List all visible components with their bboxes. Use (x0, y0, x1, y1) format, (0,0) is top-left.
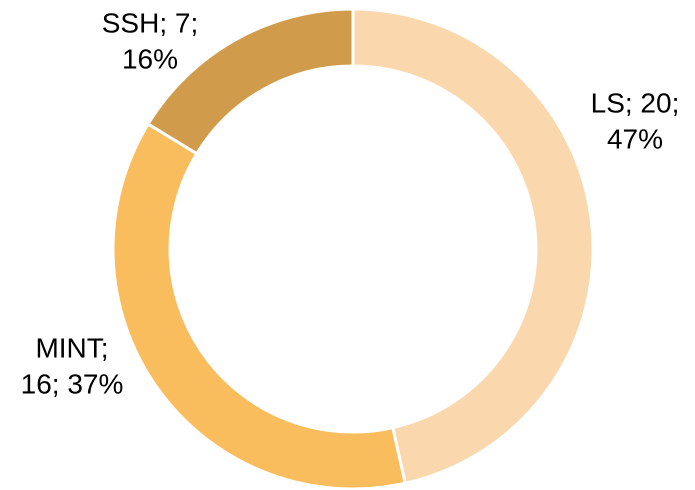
data-label: SSH; 7; (102, 7, 198, 38)
data-label: 16% (122, 43, 178, 74)
data-label: 16; 37% (21, 368, 124, 399)
data-label: 47% (607, 123, 663, 154)
donut-segment (111, 121, 407, 490)
data-label: MINT; (35, 332, 108, 363)
donut-segment (351, 7, 595, 486)
donut-segment (146, 7, 355, 156)
data-label: LS; 20; (591, 87, 680, 118)
